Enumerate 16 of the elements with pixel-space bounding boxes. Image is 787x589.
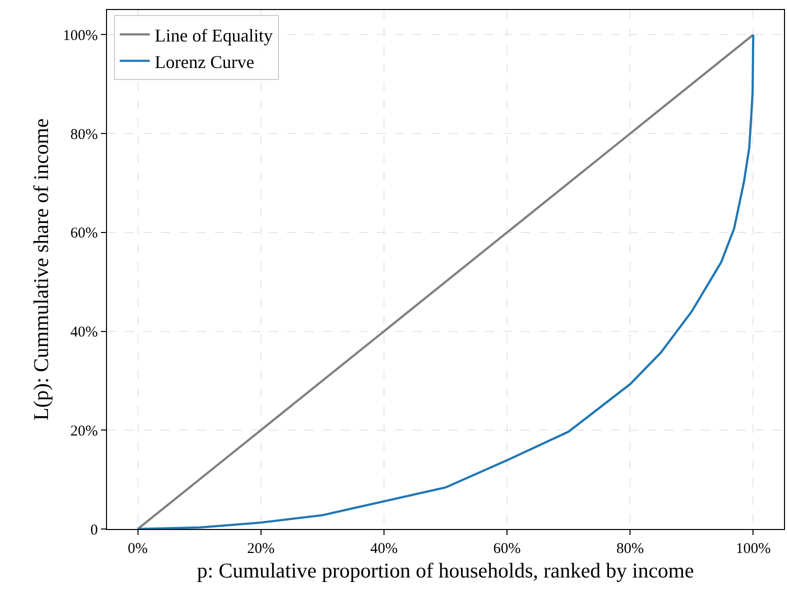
y-tick-label: 80% [70,126,98,143]
y-tick-label: 40% [70,324,98,341]
x-tick-label: 0% [128,541,148,558]
y-tick-label: 60% [70,226,98,242]
y-tick-label: 0 [90,522,98,538]
x-tick-label: 100% [736,541,771,558]
x-tick-label: 80% [616,541,644,558]
x-tick-label: 60% [493,541,521,558]
x-tick-label: 40% [370,541,398,558]
legend-label: Lorenz Curve [154,52,254,72]
y-axis-title: L(p): Cummulative share of income [29,118,54,421]
y-tick-label: 100% [62,28,98,44]
x-axis-title: p: Cumulative proportion of households, ranked by income [197,558,694,582]
x-tick-label: 20% [247,541,275,558]
y-tick-label: 20% [70,423,98,440]
legend-label: Line of Equality [154,25,273,46]
